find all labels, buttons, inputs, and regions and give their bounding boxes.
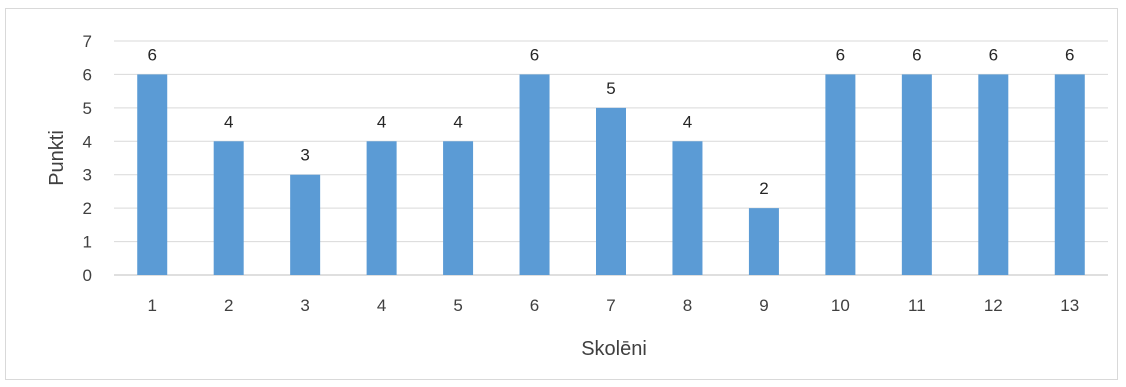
x-tick-label: 7: [606, 296, 615, 315]
y-tick-label: 1: [83, 233, 92, 252]
bar-6: [519, 74, 550, 275]
bar-1: [137, 74, 168, 275]
x-tick-label: 12: [984, 296, 1003, 315]
x-axis-title: Skolēni: [581, 338, 647, 360]
data-label-13: 6: [1065, 45, 1074, 64]
data-label-11: 6: [912, 45, 921, 64]
data-label-4: 4: [377, 112, 386, 131]
x-tick-label: 3: [300, 296, 309, 315]
x-tick-label: 5: [453, 296, 462, 315]
y-tick-label: 7: [83, 32, 92, 51]
x-tick-label: 4: [377, 296, 386, 315]
x-tick-label: 13: [1060, 296, 1079, 315]
x-tick-label: 6: [530, 296, 539, 315]
bar-2: [213, 141, 244, 275]
data-label-7: 5: [606, 79, 615, 98]
x-tick-label: 1: [147, 296, 156, 315]
data-label-2: 4: [224, 112, 233, 131]
x-tick-label: 11: [908, 296, 926, 315]
bar-12: [978, 74, 1009, 275]
data-label-1: 6: [147, 45, 156, 64]
data-labels: 6 4 3 4 4 6 5 4 2 6 6 6 6: [147, 45, 1074, 198]
y-tick-label: 4: [83, 132, 92, 151]
x-tick-label: 10: [831, 296, 850, 315]
x-tick-label: 2: [224, 296, 233, 315]
bar-3: [290, 174, 321, 275]
bar-5: [443, 141, 474, 275]
y-tick-label: 2: [83, 199, 92, 218]
y-tick-label: 0: [83, 266, 92, 285]
x-axis-ticks: 1 2 3 4 5 6 7 8 9 10 11 12 13: [147, 296, 1079, 315]
bar-11: [901, 74, 932, 275]
y-axis-title: Punkti: [46, 130, 68, 186]
y-tick-label: 5: [83, 99, 92, 118]
bar-8: [672, 141, 703, 275]
x-tick-label: 9: [759, 296, 768, 315]
data-label-10: 6: [836, 45, 845, 64]
y-tick-label: 3: [83, 166, 92, 185]
bar-4: [366, 141, 397, 275]
data-label-5: 4: [453, 112, 462, 131]
x-tick-label: 8: [683, 296, 692, 315]
bar-7: [596, 107, 626, 275]
bar-9: [748, 208, 779, 275]
data-label-12: 6: [989, 45, 998, 64]
chart-frame: [5, 8, 1118, 380]
data-label-6: 6: [530, 45, 539, 64]
y-axis-ticks: 0 1 2 3 4 5 6 7: [83, 32, 92, 285]
bar-13: [1054, 74, 1085, 275]
data-label-3: 3: [300, 146, 309, 165]
data-label-9: 2: [759, 179, 768, 198]
bars: [137, 74, 1085, 275]
bar-10: [825, 74, 856, 275]
y-tick-label: 6: [83, 65, 92, 84]
data-label-8: 4: [683, 112, 692, 131]
